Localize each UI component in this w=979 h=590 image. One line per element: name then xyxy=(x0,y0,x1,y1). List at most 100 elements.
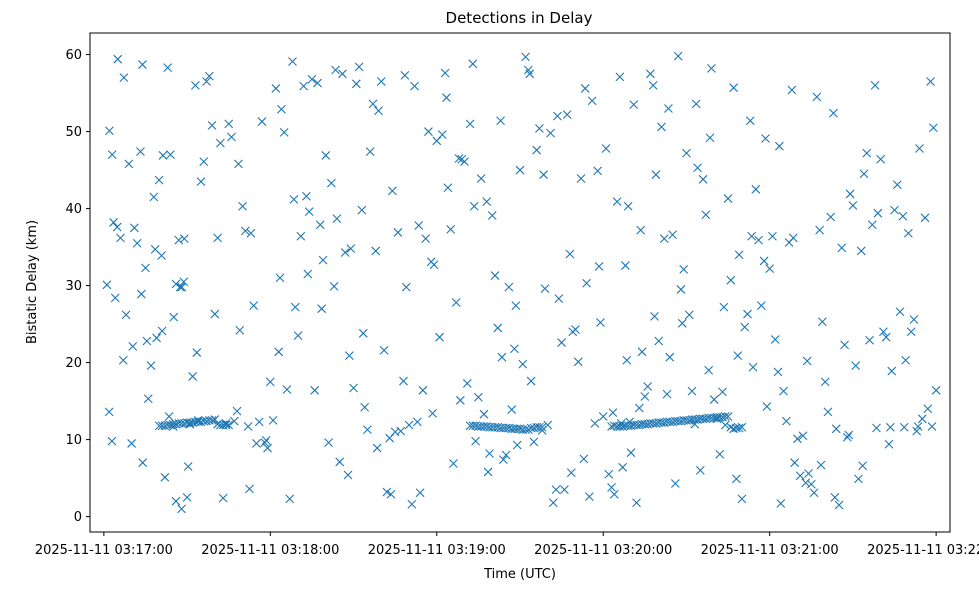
data-point-marker xyxy=(580,84,590,93)
data-point-marker xyxy=(221,420,231,430)
data-point-marker xyxy=(521,425,530,434)
data-point-marker xyxy=(232,406,242,416)
data-point-marker xyxy=(462,378,472,388)
data-point-marker xyxy=(224,420,234,430)
data-point-marker xyxy=(257,117,267,126)
data-point-marker xyxy=(385,433,395,443)
data-point-marker xyxy=(344,351,354,361)
data-point-marker xyxy=(535,422,544,432)
data-point-marker xyxy=(335,457,345,467)
y-tick-label: 10 xyxy=(65,433,82,448)
data-point-marker xyxy=(565,249,575,259)
data-point-marker xyxy=(723,194,733,203)
data-point-marker xyxy=(898,211,908,221)
data-point-marker xyxy=(303,269,313,279)
data-point-marker xyxy=(177,282,187,292)
data-point-marker xyxy=(901,355,911,365)
data-point-marker xyxy=(604,469,614,479)
data-point-marker xyxy=(418,385,428,395)
data-point-marker xyxy=(357,205,367,215)
data-point-marker xyxy=(756,301,766,310)
data-point-marker xyxy=(759,256,769,266)
data-point-marker xyxy=(798,431,808,441)
data-point-marker xyxy=(268,415,278,425)
data-point-marker xyxy=(504,282,514,292)
data-point-marker xyxy=(149,192,159,202)
data-point-marker xyxy=(867,220,877,230)
data-point-marker xyxy=(479,409,489,419)
data-point-marker xyxy=(365,147,375,156)
data-point-marker xyxy=(840,340,849,350)
data-point-marker xyxy=(136,147,145,156)
data-point-marker xyxy=(354,62,364,72)
data-point-marker xyxy=(579,454,589,464)
data-point-marker xyxy=(177,504,186,514)
data-point-marker xyxy=(260,438,270,448)
data-point-marker xyxy=(718,387,727,397)
data-point-marker xyxy=(363,425,372,434)
data-point-marker xyxy=(401,282,411,292)
data-point-marker xyxy=(734,423,744,433)
data-point-marker xyxy=(349,383,358,393)
data-point-marker xyxy=(487,211,497,220)
data-point-marker xyxy=(698,174,708,184)
data-point-marker xyxy=(171,496,181,506)
data-point-marker xyxy=(179,277,189,287)
data-point-marker xyxy=(890,205,899,215)
x-tick-label: 2025-11-11 03:21:00 xyxy=(701,543,839,558)
data-point-marker xyxy=(654,336,664,346)
data-point-marker xyxy=(668,230,677,240)
data-point-marker xyxy=(812,92,822,102)
data-point-marker xyxy=(183,462,193,471)
data-point-marker xyxy=(174,235,184,245)
data-point-marker xyxy=(566,468,576,478)
data-point-marker xyxy=(551,485,561,495)
data-point-marker xyxy=(632,498,641,508)
data-point-marker xyxy=(234,159,243,169)
data-point-marker xyxy=(274,347,284,357)
data-point-marker xyxy=(920,213,930,223)
data-point-marker xyxy=(277,104,286,114)
data-point-marker xyxy=(743,309,752,319)
data-point-marker xyxy=(188,372,198,381)
data-point-marker xyxy=(774,141,784,151)
data-point-marker xyxy=(761,134,770,143)
data-point-marker xyxy=(455,395,465,405)
data-point-marker xyxy=(279,127,289,137)
data-point-marker xyxy=(182,492,192,502)
y-tick-label: 30 xyxy=(65,279,82,294)
data-point-marker xyxy=(762,402,772,411)
data-point-marker xyxy=(160,472,170,482)
data-point-marker xyxy=(324,438,333,448)
data-point-marker xyxy=(246,228,256,238)
data-point-marker xyxy=(559,485,569,495)
data-point-marker xyxy=(393,228,403,237)
data-point-marker xyxy=(329,281,339,291)
data-point-marker xyxy=(368,99,378,109)
data-point-marker xyxy=(454,154,464,163)
data-point-marker xyxy=(113,54,123,64)
data-point-marker xyxy=(282,385,292,394)
data-point-marker xyxy=(802,356,812,366)
data-point-marker xyxy=(584,492,594,501)
data-point-marker xyxy=(116,233,125,243)
data-point-marker xyxy=(858,461,868,471)
data-point-marker xyxy=(781,416,791,426)
data-point-marker xyxy=(734,250,744,260)
data-point-marker xyxy=(625,417,634,427)
data-point-marker xyxy=(213,233,223,243)
data-point-marker xyxy=(399,376,408,386)
data-point-marker xyxy=(543,420,553,430)
data-point-marker xyxy=(254,417,264,427)
data-point-marker xyxy=(493,323,503,333)
data-point-marker xyxy=(748,362,758,372)
data-point-marker xyxy=(121,310,131,320)
data-point-marker xyxy=(576,174,586,183)
data-point-marker xyxy=(138,458,148,468)
data-point-marker xyxy=(317,304,327,314)
plot-frame xyxy=(89,32,951,533)
data-point-marker xyxy=(207,121,217,130)
data-point-marker xyxy=(747,231,757,241)
data-point-marker xyxy=(684,310,694,320)
data-point-marker xyxy=(903,228,913,238)
